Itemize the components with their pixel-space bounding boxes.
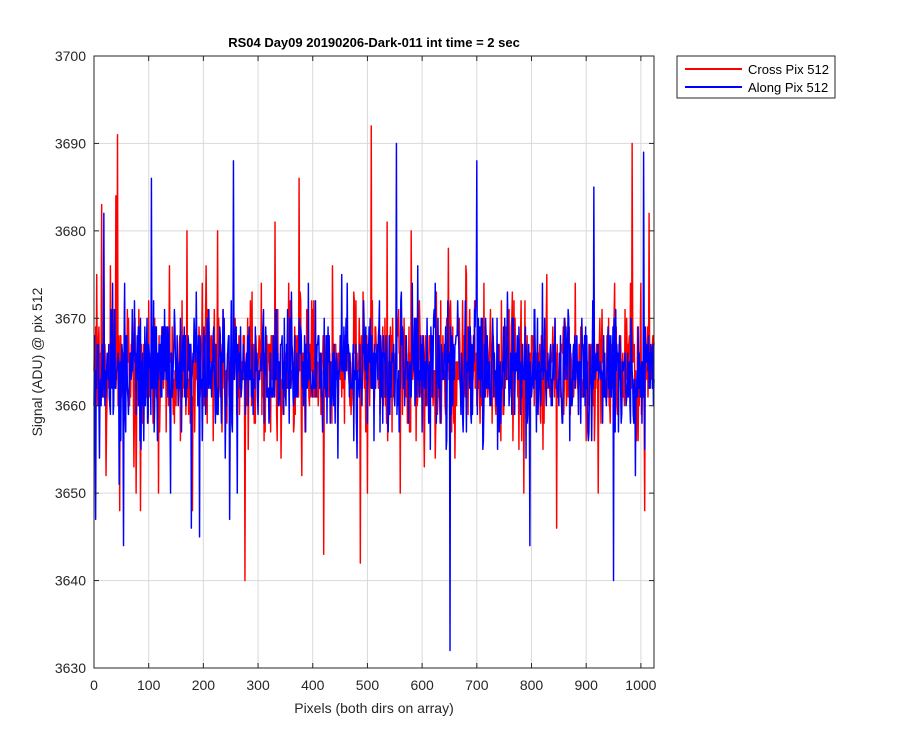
x-axis-label: Pixels (both dirs on array) [294, 700, 454, 716]
x-tick-label: 900 [575, 677, 599, 693]
legend-box [676, 55, 836, 99]
legend-label-cross: Cross Pix 512 [748, 62, 829, 77]
x-tick-label: 500 [356, 677, 380, 693]
x-tick-label: 100 [137, 677, 161, 693]
y-tick-label: 3660 [55, 398, 86, 414]
x-tick-label: 300 [246, 677, 270, 693]
series-line-along-pix-512 [93, 142, 655, 652]
y-tick-label: 3640 [55, 573, 86, 589]
tick-layer: 0 100 200 300 400 500 600 700 800 900 1000 3630 3640… [55, 48, 657, 693]
y-tick-label: 3700 [55, 48, 86, 64]
x-tick-label: 400 [301, 677, 325, 693]
x-tick-label: 600 [410, 677, 434, 693]
x-tick-label: 0 [90, 677, 98, 693]
y-tick-label: 3690 [55, 135, 86, 151]
y-axis-label: Signal (ADU) @ pix 512 [29, 287, 45, 436]
y-tick-label: 3650 [55, 485, 86, 501]
x-tick-label: 200 [192, 677, 216, 693]
x-tick-label: 800 [520, 677, 544, 693]
y-tick-label: 3670 [55, 310, 86, 326]
y-tick-label: 3630 [55, 660, 86, 676]
plot-frame [93, 55, 655, 669]
series-layer [93, 125, 655, 652]
legend-label-along: Along Pix 512 [748, 80, 828, 95]
x-tick-label: 1000 [625, 677, 656, 693]
chart-title: RS04 Day09 20190206-Dark-011 int time = … [228, 35, 520, 50]
x-tick-label: 700 [465, 677, 489, 693]
y-tick-label: 3680 [55, 223, 86, 239]
legend: Cross Pix 512 Along Pix 512 [676, 55, 836, 99]
